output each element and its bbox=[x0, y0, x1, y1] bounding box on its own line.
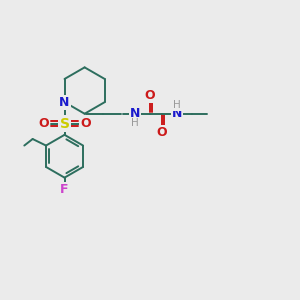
Text: O: O bbox=[38, 117, 49, 130]
Text: S: S bbox=[59, 116, 70, 130]
Text: F: F bbox=[60, 183, 69, 196]
Text: H: H bbox=[173, 100, 181, 110]
Text: N: N bbox=[59, 96, 70, 109]
Text: H: H bbox=[131, 118, 139, 128]
Text: O: O bbox=[157, 126, 167, 139]
Text: O: O bbox=[144, 88, 155, 101]
Text: N: N bbox=[172, 107, 182, 120]
Text: O: O bbox=[80, 117, 91, 130]
Text: N: N bbox=[130, 107, 140, 120]
